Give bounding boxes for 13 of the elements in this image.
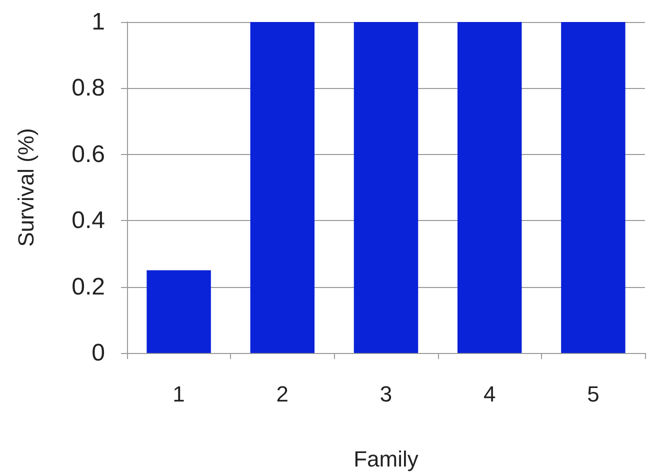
y-tick-label: 0.2 <box>72 273 105 300</box>
y-tick-label: 1 <box>92 8 105 36</box>
x-tick-label: 2 <box>276 382 289 406</box>
y-tick-label: 0.6 <box>72 140 105 168</box>
x-tick-label: 3 <box>380 382 392 406</box>
x-tick-label: 1 <box>172 382 185 406</box>
y-axis-title: Survival (%) <box>14 128 38 247</box>
x-tick-label: 5 <box>587 382 600 406</box>
y-tick-label: 0.4 <box>72 207 105 234</box>
y-tick-label: 0 <box>92 340 105 366</box>
x-axis-title: Family <box>354 446 418 472</box>
y-tick-label: 0.8 <box>72 74 105 102</box>
x-tick-label: 4 <box>483 382 496 406</box>
